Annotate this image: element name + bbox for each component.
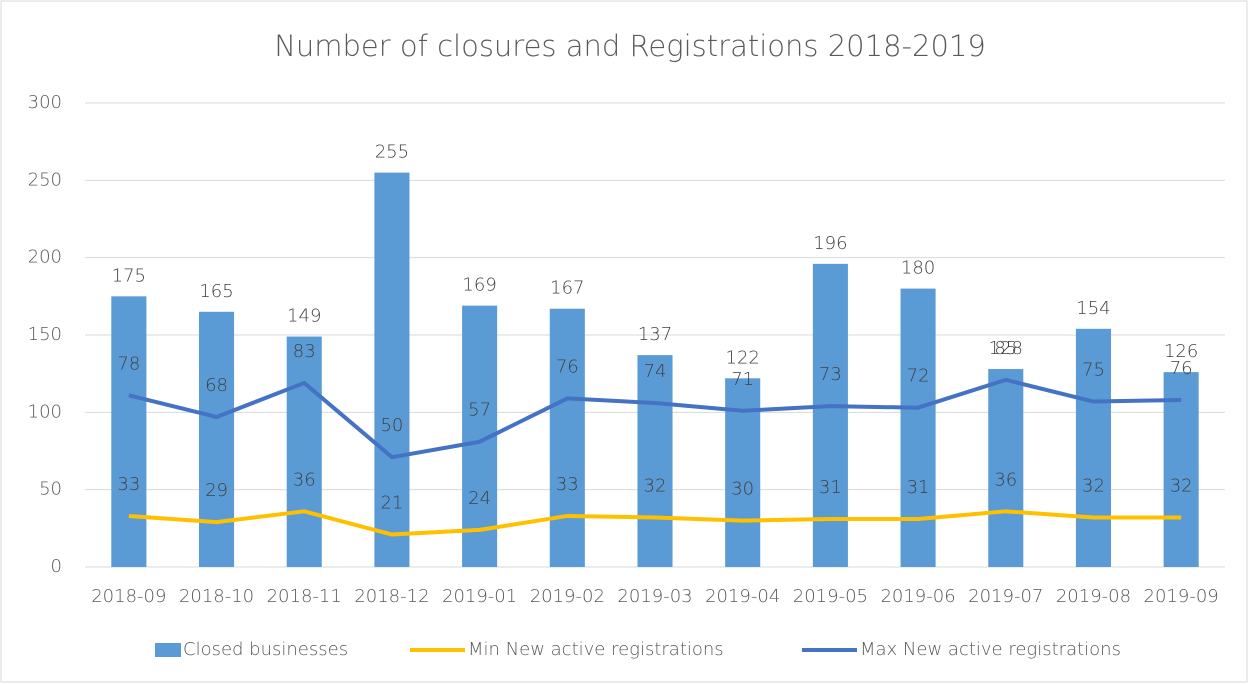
line-value-label: 30	[731, 479, 754, 500]
x-tick-label: 2018-10	[179, 586, 254, 607]
line-value-label: 50	[380, 415, 403, 436]
line-value-label: 76	[556, 356, 579, 377]
line-value-label: 73	[819, 364, 842, 385]
legend-swatch	[155, 643, 181, 657]
x-tick-label: 2019-05	[793, 586, 868, 607]
line-value-label: 36	[994, 469, 1017, 490]
bar-value-label: 175	[112, 265, 146, 286]
line-value-label: 29	[205, 480, 228, 501]
bar	[637, 355, 673, 567]
line-value-label: 85	[994, 338, 1017, 359]
x-tick-label: 2019-06	[880, 586, 955, 607]
x-tick-label: 2018-11	[267, 586, 342, 607]
line-value-label: 36	[293, 469, 316, 490]
x-tick-label: 2019-04	[705, 586, 780, 607]
y-tick-label: 50	[39, 479, 62, 500]
line-value-label: 24	[468, 488, 491, 509]
y-tick-label: 200	[28, 247, 62, 268]
line-value-label: 32	[1170, 476, 1193, 497]
line-value-label: 21	[380, 493, 403, 514]
x-tick-label: 2019-02	[530, 586, 605, 607]
line-value-label: 68	[205, 375, 228, 396]
bar-value-label: 165	[199, 281, 233, 302]
bar-value-label: 122	[726, 347, 760, 368]
line-value-label: 33	[556, 474, 579, 495]
bar	[199, 311, 235, 567]
line-value-label: 71	[731, 369, 754, 390]
x-tick-label: 2019-03	[617, 586, 692, 607]
y-tick-label: 150	[28, 324, 62, 345]
bar-value-label: 169	[462, 275, 496, 296]
legend-label: Closed businesses	[183, 639, 348, 660]
bar-value-label: 154	[1076, 298, 1110, 319]
chart-title: Number of closures and Registrations 201…	[274, 29, 986, 63]
bar-value-label: 167	[550, 278, 584, 299]
line-value-label: 31	[907, 477, 930, 498]
line-value-label: 32	[644, 476, 667, 497]
bar	[725, 378, 761, 567]
y-tick-label: 300	[28, 92, 62, 113]
bar-value-label: 255	[375, 142, 409, 163]
legend-label: Min New active registrations	[468, 639, 724, 660]
bar-value-label: 128	[989, 338, 1023, 359]
x-tick-label: 2018-09	[91, 586, 166, 607]
bar	[111, 296, 147, 567]
line-value-label: 76	[1170, 358, 1193, 379]
bar	[1163, 372, 1199, 567]
x-tick-label: 2018-12	[354, 586, 429, 607]
x-tick-label: 2019-09	[1144, 586, 1219, 607]
x-tick-label: 2019-07	[968, 586, 1043, 607]
bar-value-label: 180	[901, 258, 935, 279]
line-value-label: 33	[117, 474, 140, 495]
y-tick-label: 100	[28, 401, 62, 422]
bar	[1075, 328, 1111, 567]
line-value-label: 72	[907, 366, 930, 387]
y-tick-label: 0	[51, 556, 62, 577]
bar-value-label: 137	[638, 324, 672, 345]
line-value-label: 32	[1082, 476, 1105, 497]
line	[128, 509, 1182, 537]
bar-value-label: 149	[287, 306, 321, 327]
bar	[549, 308, 585, 567]
legend-label: Max New active registrations	[860, 639, 1121, 660]
bar	[812, 263, 848, 567]
bar	[374, 172, 410, 567]
bar-value-label: 126	[1164, 341, 1198, 362]
bar-value-label: 196	[813, 233, 847, 254]
x-tick-label: 2019-08	[1056, 586, 1131, 607]
line-value-label: 57	[468, 400, 491, 421]
line-value-label: 31	[819, 477, 842, 498]
line-value-label: 78	[117, 353, 140, 374]
line-value-label: 74	[644, 361, 667, 382]
y-tick-label: 250	[28, 169, 62, 190]
line	[128, 377, 1182, 460]
bar	[286, 336, 322, 567]
line-value-label: 83	[293, 341, 316, 362]
line-value-label: 75	[1082, 360, 1105, 381]
x-tick-label: 2019-01	[442, 586, 517, 607]
bar	[900, 288, 936, 567]
bar	[988, 369, 1024, 567]
